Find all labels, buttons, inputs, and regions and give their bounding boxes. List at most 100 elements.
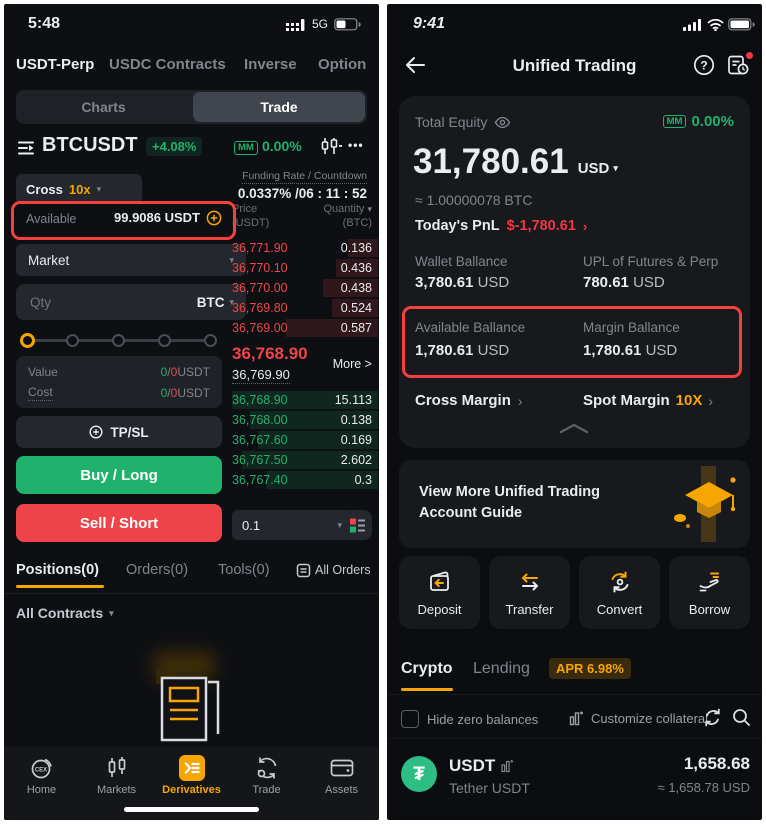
bid-row[interactable]: 36,768.90 15.113 [232,390,378,410]
search-icon[interactable] [732,708,751,727]
divider [4,593,379,594]
ask-row[interactable]: 36,770.00 0.438 [232,278,378,298]
help-icon[interactable]: ? [693,54,715,76]
mm-ratio-badge: MM 0.00% [662,113,734,130]
tab-orders[interactable]: Orders(0) [126,562,189,578]
all-orders-link[interactable]: All Orders [315,563,371,577]
quantity-field[interactable]: BTC ▾ [16,284,246,320]
tab-inverse[interactable]: Inverse [244,56,297,73]
leverage-value: 10x [68,181,91,197]
currency-selector[interactable]: USD ▾ [577,160,618,177]
sell-short-button[interactable]: Sell / Short [16,504,222,542]
trade-icon [257,757,276,779]
derivatives-icon [178,755,205,781]
mm-badge-icon: MM [234,141,258,155]
cross-margin-link[interactable]: Cross Margin › [415,392,523,409]
slider-stop[interactable] [112,334,125,347]
order-type-selector[interactable]: Market ▾ [16,244,246,276]
slider-handle[interactable] [20,333,35,348]
last-price: 36,768.90 [232,343,308,363]
tab-tools[interactable]: Tools(0) [218,562,270,578]
slider-stop[interactable] [204,334,217,347]
order-size-slider[interactable] [20,330,218,350]
qty-input[interactable] [28,293,122,311]
bid-row[interactable]: 36,767.60 0.169 [232,430,378,450]
refresh-icon[interactable] [703,708,722,727]
funding-rate-value: 0.0337% /06 : 11 : 52 [237,186,367,201]
nav-derivatives[interactable]: Derivatives [154,755,229,796]
collapse-chevron-icon[interactable] [559,422,589,434]
status-time: 5:48 [28,15,61,32]
ask-row[interactable]: 36,771.90 0.136 [232,238,378,258]
checkbox-icon[interactable] [401,710,419,728]
order-history-icon[interactable] [727,54,751,76]
slider-stop[interactable] [158,334,171,347]
ask-row[interactable]: 36,769.80 0.524 [232,298,378,318]
bid-row[interactable]: 36,767.40 0.3 [232,470,378,490]
slider-stop[interactable] [66,334,79,347]
nav-home[interactable]: CEX Home [4,755,79,796]
charts-segment[interactable]: Charts [81,99,126,115]
tab-usdc-contracts[interactable]: USDC Contracts [109,56,226,73]
tpsl-button[interactable]: TP/SL [16,416,222,448]
last-price-block[interactable]: 36,768.90 36,769.90 More > [232,338,372,390]
more-menu-icon[interactable]: ••• [348,138,364,152]
tab-lending[interactable]: Lending [473,660,530,677]
tick-size-selector[interactable]: 0.1 ▾ [232,510,352,540]
total-equity-value: 31,780.61 USD ▾ [413,142,618,181]
tab-option[interactable]: Option [318,56,367,73]
all-contracts-filter[interactable]: All Contracts ▾ [16,605,114,621]
tab-crypto[interactable]: Crypto [401,660,453,677]
trade-segment[interactable]: Trade [193,92,365,122]
leverage-selector[interactable]: Cross 10x ▾ [16,174,142,204]
divider [387,694,762,695]
signal-bars-icon [683,19,701,31]
status-time: 9:41 [413,15,446,32]
bid-row[interactable]: 36,767.50 2.602 [232,450,378,470]
borrow-button[interactable]: Borrow [669,556,750,629]
deposit-icon [429,571,449,591]
nav-assets[interactable]: Assets [304,755,379,796]
deposit-plus-icon[interactable] [206,210,222,226]
hide-zero-toggle[interactable]: Hide zero balances [401,710,538,728]
contract-list-icon[interactable] [16,138,36,158]
tab-positions[interactable]: Positions(0) [16,562,99,578]
transfer-button[interactable]: Transfer [489,556,570,629]
chevron-down-icon: ▾ [337,519,342,530]
price-header: Price (USDT) [232,203,270,230]
bid-row[interactable]: 36,768.00 0.138 [232,410,378,430]
chevron-down-icon: ▾ [96,183,102,194]
btc-equivalent: ≈ 1.00000078 BTC [415,192,533,208]
symbol-label[interactable]: BTCUSDT [42,134,138,156]
ask-row[interactable]: 36,770.10 0.436 [232,258,378,278]
ask-row[interactable]: 36,769.00 0.587 [232,318,378,338]
asset-row-usdt[interactable]: ₮ USDT Tether USDT 1,658.68 ≈ 1,658.78 U… [387,740,762,820]
tab-usdt-perp[interactable]: USDT-Perp [16,56,95,73]
svg-text:CEX: CEX [34,768,46,774]
markets-icon [108,757,125,777]
empty-positions-illustration [156,670,220,742]
nav-trade[interactable]: Trade [229,755,304,796]
nav-markets[interactable]: Markets [79,755,154,796]
buy-long-button[interactable]: Buy / Long [16,456,222,494]
qty-unit[interactable]: BTC [196,294,225,310]
eye-icon[interactable] [494,116,511,129]
asset-name: Tether USDT [449,780,530,796]
graduation-cap-illustration [674,466,736,542]
book-layout-button[interactable] [342,510,372,540]
convert-button[interactable]: Convert [579,556,660,629]
todays-pnl[interactable]: Today's PnL $-1,780.61 › [415,218,588,234]
change-badge: +4.08% [146,137,203,156]
order-book: Price (USDT) Quantity ▾ (BTC) 36,771.90 0.1… [232,202,378,490]
quantity-header[interactable]: Quantity ▾ (BTC) [323,203,372,230]
spot-margin-link[interactable]: Spot Margin 10X › [583,392,714,409]
back-arrow-icon[interactable] [403,54,427,76]
deposit-button[interactable]: Deposit [399,556,480,629]
candlestick-chart-icon[interactable] [320,137,342,155]
bids-list: 36,768.90 15.113 36,768.00 0.138 36,767.60… [232,390,378,490]
more-link[interactable]: More > [332,356,372,371]
customize-collateral-link[interactable]: Customize collateral [569,710,708,726]
guide-card[interactable]: View More Unified Trading Account Guide [399,460,750,548]
borrow-icon [699,572,719,591]
